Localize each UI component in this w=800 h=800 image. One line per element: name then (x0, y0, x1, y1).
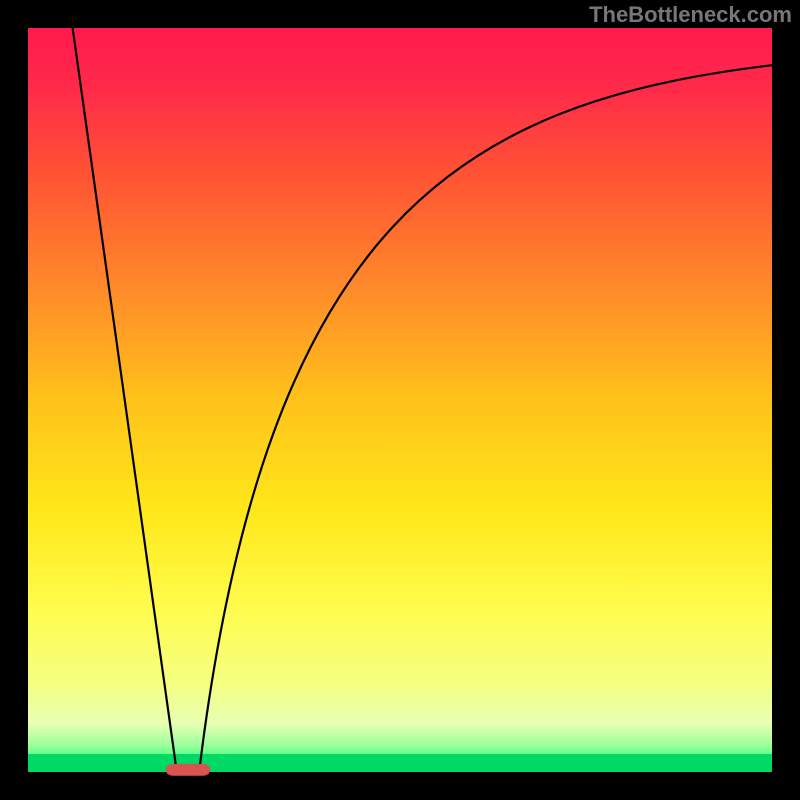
gradient-background (28, 28, 772, 772)
bottleneck-marker (166, 764, 211, 776)
watermark-text: TheBottleneck.com (589, 2, 792, 28)
bottom-band (28, 754, 772, 772)
chart-svg (0, 0, 800, 800)
bottleneck-chart: TheBottleneck.com (0, 0, 800, 800)
